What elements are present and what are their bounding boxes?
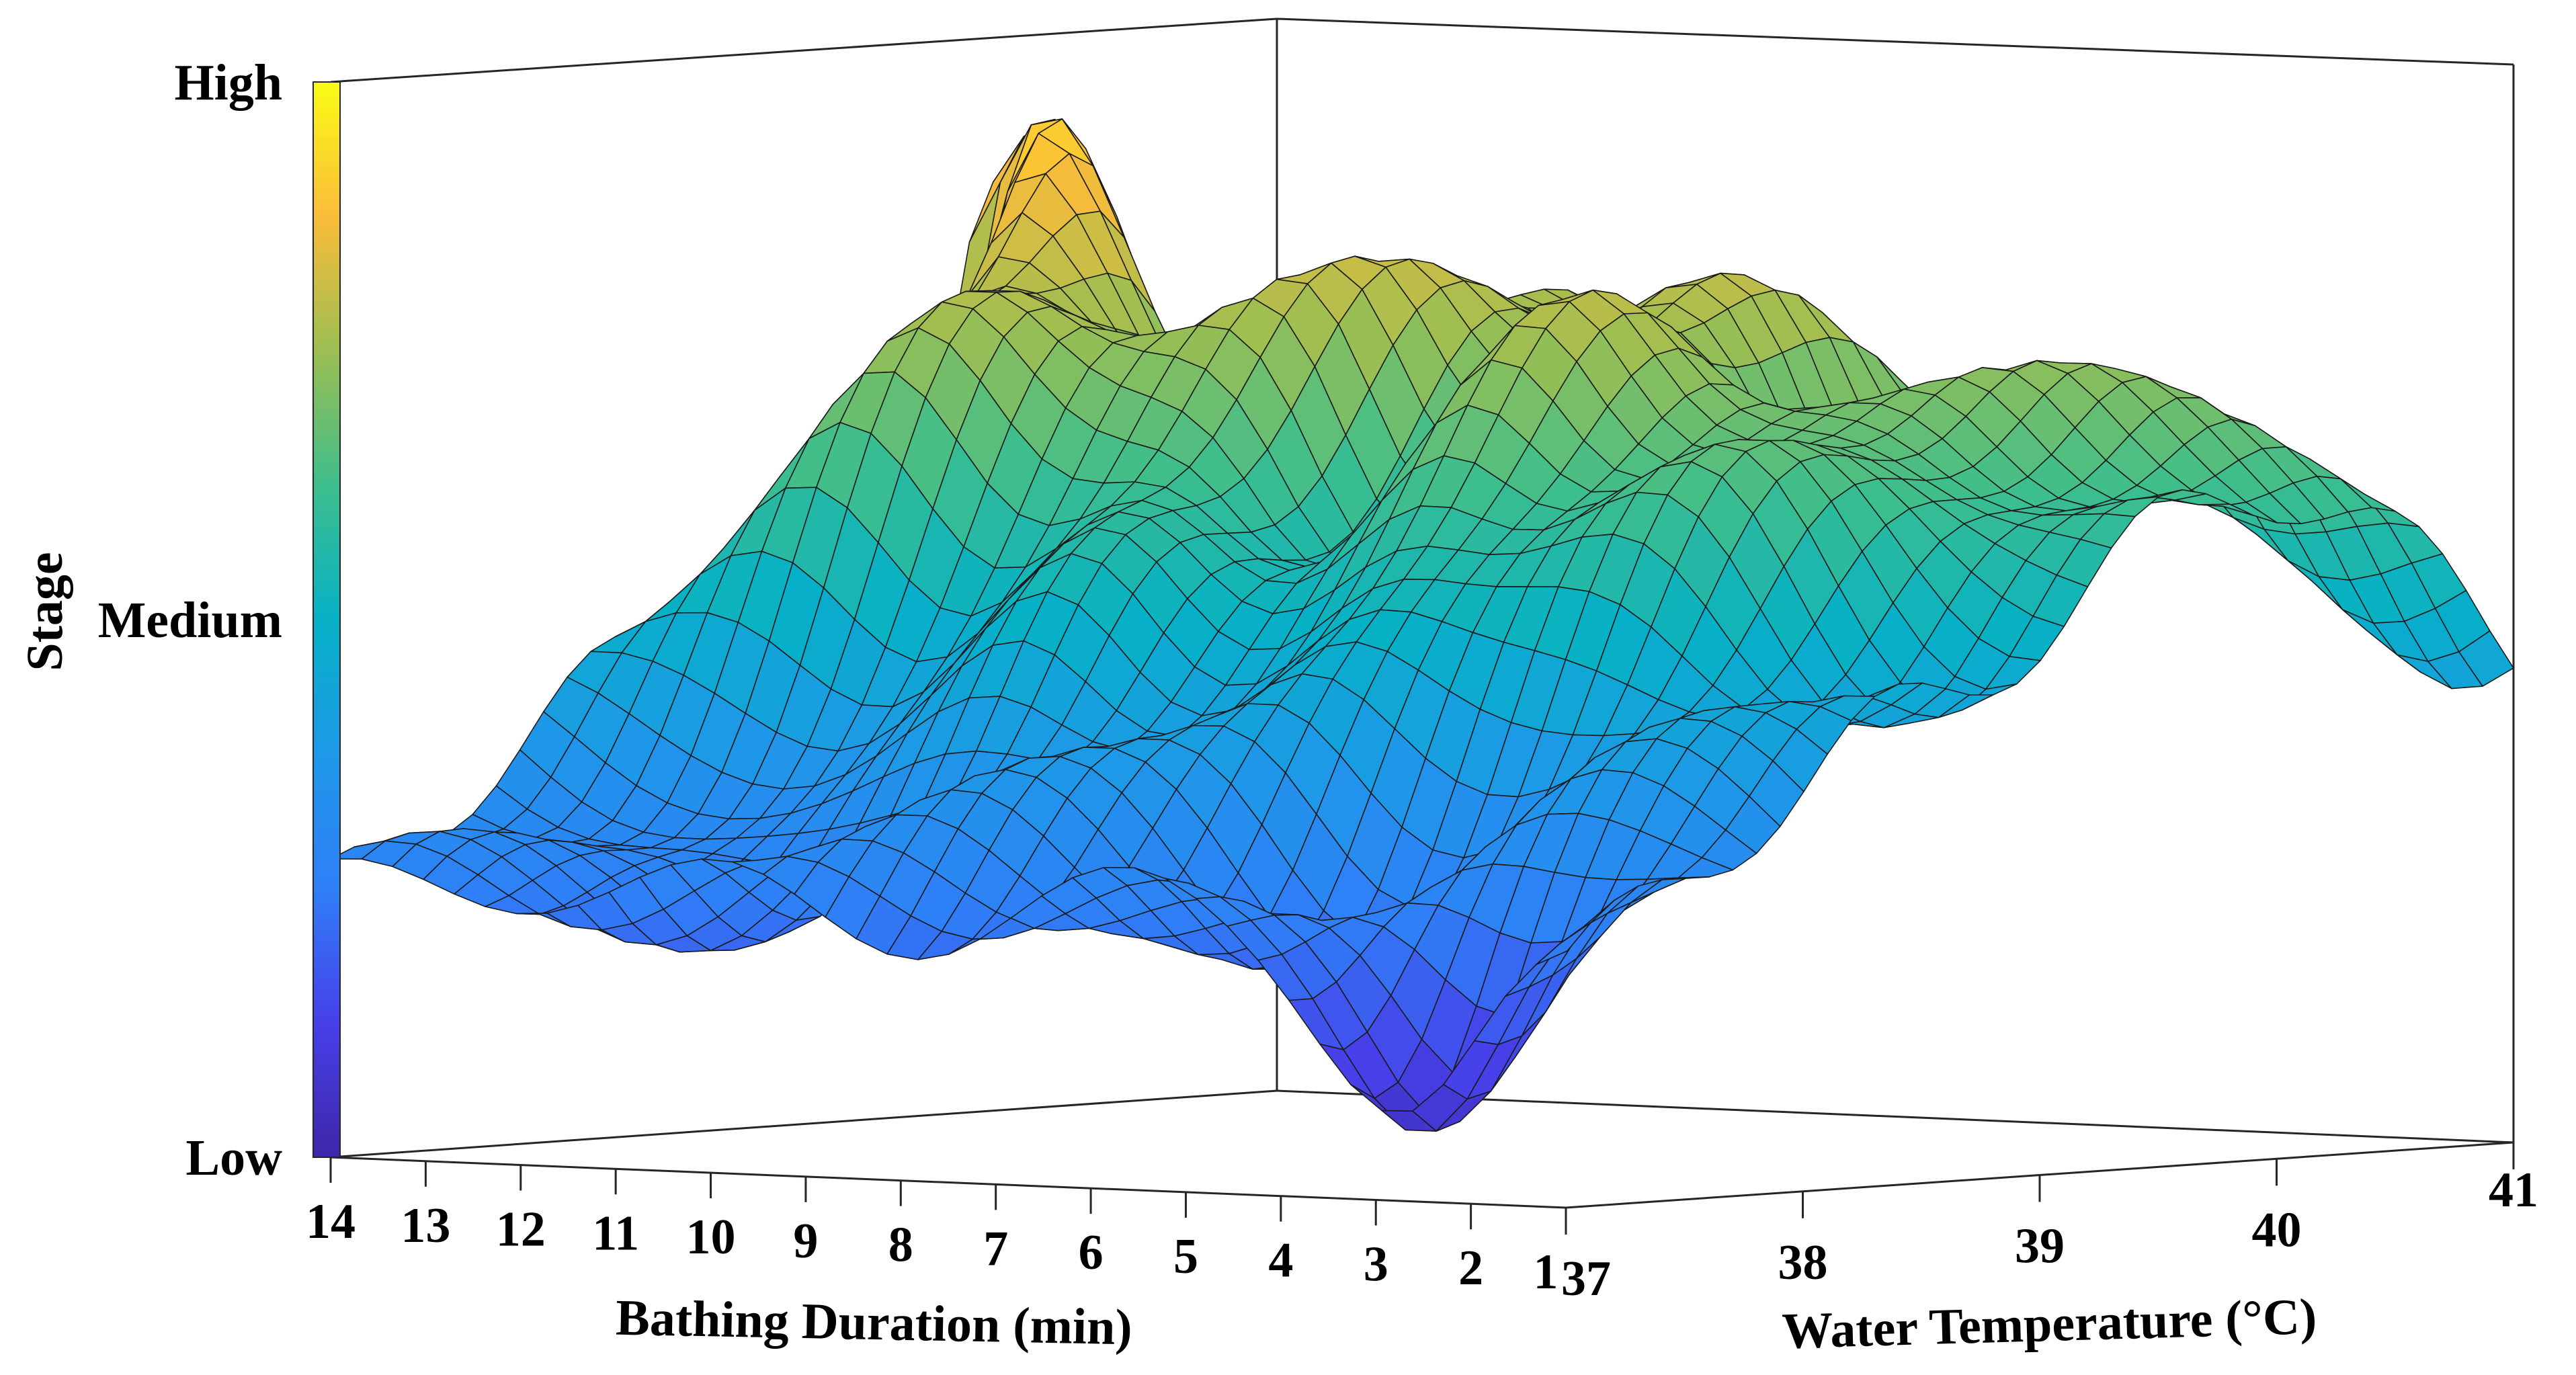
z-tick-label: High	[175, 54, 283, 111]
x-tick-label: 5	[1173, 1229, 1198, 1284]
y-tick-label: 40	[2252, 1202, 2302, 1257]
y-axis-ticks: 37 38 39 40 41	[1561, 1142, 2538, 1306]
x-tick-label: 14	[306, 1194, 356, 1249]
y-tick-label: 37	[1561, 1251, 1611, 1306]
x-tick-label: 3	[1364, 1237, 1388, 1292]
z-tick-label: Medium	[98, 592, 282, 649]
x-tick-label: 10	[686, 1210, 736, 1265]
floor-left-edge	[330, 1089, 1278, 1159]
z-axis-ticks: Low Medium High	[98, 54, 283, 1186]
x-tick-label: 4	[1268, 1233, 1293, 1288]
z-axis-title: Stage	[17, 552, 73, 671]
colorbar	[313, 81, 341, 1158]
x-axis-title: Bathing Duration (min)	[615, 1290, 1132, 1356]
y-tick-label: 38	[1778, 1235, 1828, 1290]
back-right-top-edge	[1276, 17, 2514, 66]
y-axis-title: Water Temperature (°C)	[1781, 1288, 2317, 1360]
surface-mesh	[330, 118, 2514, 1132]
x-tick-label: 2	[1458, 1241, 1483, 1296]
front-bottom-edge	[330, 1156, 1567, 1209]
surface-patch	[1536, 921, 1591, 965]
y-tick-label: 41	[2489, 1163, 2538, 1218]
x-tick-label: 13	[401, 1198, 450, 1253]
x-tick-label: 11	[592, 1206, 639, 1261]
x-tick-label: 12	[496, 1202, 546, 1257]
back-left-top-edge	[330, 17, 1278, 83]
x-axis-ticks: 14 13 12 11 10 9 8 7 6 5 4 3 2 1	[306, 1157, 1567, 1300]
x-tick-label: 7	[983, 1221, 1008, 1276]
x-tick-label: 8	[888, 1218, 913, 1273]
z-tick-label: Low	[185, 1130, 282, 1186]
x-tick-label: 1	[1534, 1245, 1559, 1300]
x-tick-label: 6	[1079, 1225, 1104, 1280]
y-tick-label: 39	[2015, 1219, 2065, 1274]
x-tick-label: 9	[793, 1214, 818, 1269]
